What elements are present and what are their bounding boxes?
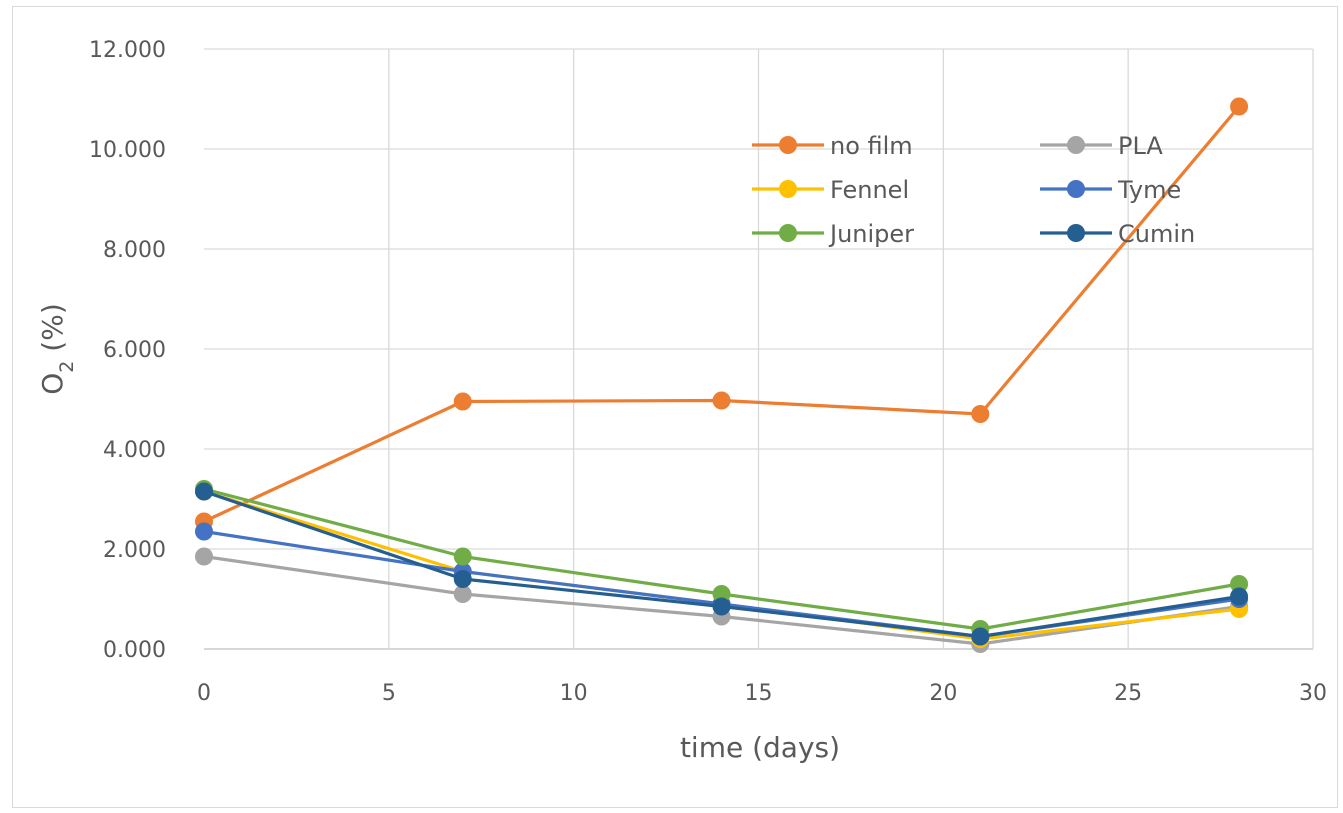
data-point-cumin	[453, 570, 472, 588]
data-point-cumin	[1230, 587, 1249, 606]
legend-marker-no-film	[779, 136, 797, 154]
series-layer	[195, 97, 1249, 653]
legend: no film PLA Fennel Tyme Juniper Cumin	[752, 132, 1195, 248]
data-point-no-film	[971, 405, 990, 423]
legend-marker-tyme	[1067, 180, 1085, 198]
x-tick-label: 25	[1114, 681, 1142, 706]
x-tick-label: 30	[1299, 681, 1327, 706]
data-point-no-film	[1230, 97, 1249, 116]
legend-marker-juniper	[779, 224, 797, 242]
series-line-no-film	[203, 105, 1241, 523]
x-tick-label: 10	[560, 681, 588, 706]
x-axis-title: time (days)	[680, 731, 840, 764]
data-point-juniper	[712, 585, 731, 603]
chart-frame	[12, 6, 1338, 808]
y-tick-label: 2.000	[103, 538, 166, 563]
y-axis-title-base: O	[36, 373, 69, 395]
y-tick-label: 0.000	[103, 638, 166, 663]
legend-item-no-film: no film	[752, 132, 913, 160]
legend-label-tyme: Tyme	[1117, 176, 1181, 204]
y-tick-label: 10.000	[89, 138, 166, 163]
y-tick-label: 4.000	[103, 438, 166, 463]
y-axis-title: O2 (%)	[36, 303, 78, 395]
data-point-juniper	[1230, 575, 1249, 593]
legend-item-pla: PLA	[1040, 132, 1163, 160]
legend-label-pla: PLA	[1118, 132, 1163, 160]
legend-item-cumin: Cumin	[1040, 220, 1195, 248]
legend-label-cumin: Cumin	[1118, 220, 1195, 248]
legend-label-juniper: Juniper	[828, 220, 914, 248]
legend-item-juniper: Juniper	[752, 220, 914, 248]
x-tick-label: 5	[382, 681, 396, 706]
data-point-tyme	[195, 522, 213, 541]
y-tick-labels: 0.000 2.000 4.000 6.000 8.000 10.000 12.000	[89, 38, 166, 663]
series-cumin	[195, 482, 1249, 646]
legend-marker-fennel	[779, 180, 797, 198]
x-tick-labels: 0 5 10 15 20 25 30	[197, 681, 1327, 706]
y-axis-title-suffix: (%)	[36, 303, 69, 360]
y-tick-label: 12.000	[89, 38, 166, 63]
y-axis-title-subscript: 2	[56, 361, 78, 373]
x-tick-label: 15	[745, 681, 773, 706]
data-point-pla	[453, 585, 472, 603]
legend-label-fennel: Fennel	[830, 176, 909, 204]
data-point-cumin	[971, 627, 990, 646]
data-point-no-film	[453, 392, 472, 411]
series-pla	[195, 547, 1249, 653]
legend-item-tyme: Tyme	[1040, 176, 1181, 204]
legend-marker-pla	[1067, 136, 1085, 154]
x-tick-label: 0	[197, 681, 211, 706]
data-point-juniper	[453, 547, 472, 566]
x-tick-label: 20	[929, 681, 957, 706]
legend-marker-cumin	[1067, 224, 1085, 242]
data-point-cumin	[195, 482, 213, 501]
y-tick-label: 8.000	[103, 238, 166, 263]
data-point-cumin	[712, 597, 731, 616]
series-no-film	[195, 97, 1249, 531]
legend-label-no-film: no film	[830, 132, 913, 160]
data-point-pla	[195, 547, 213, 566]
legend-item-fennel: Fennel	[752, 176, 909, 204]
y-tick-label: 6.000	[103, 338, 166, 363]
data-point-no-film	[712, 391, 731, 410]
